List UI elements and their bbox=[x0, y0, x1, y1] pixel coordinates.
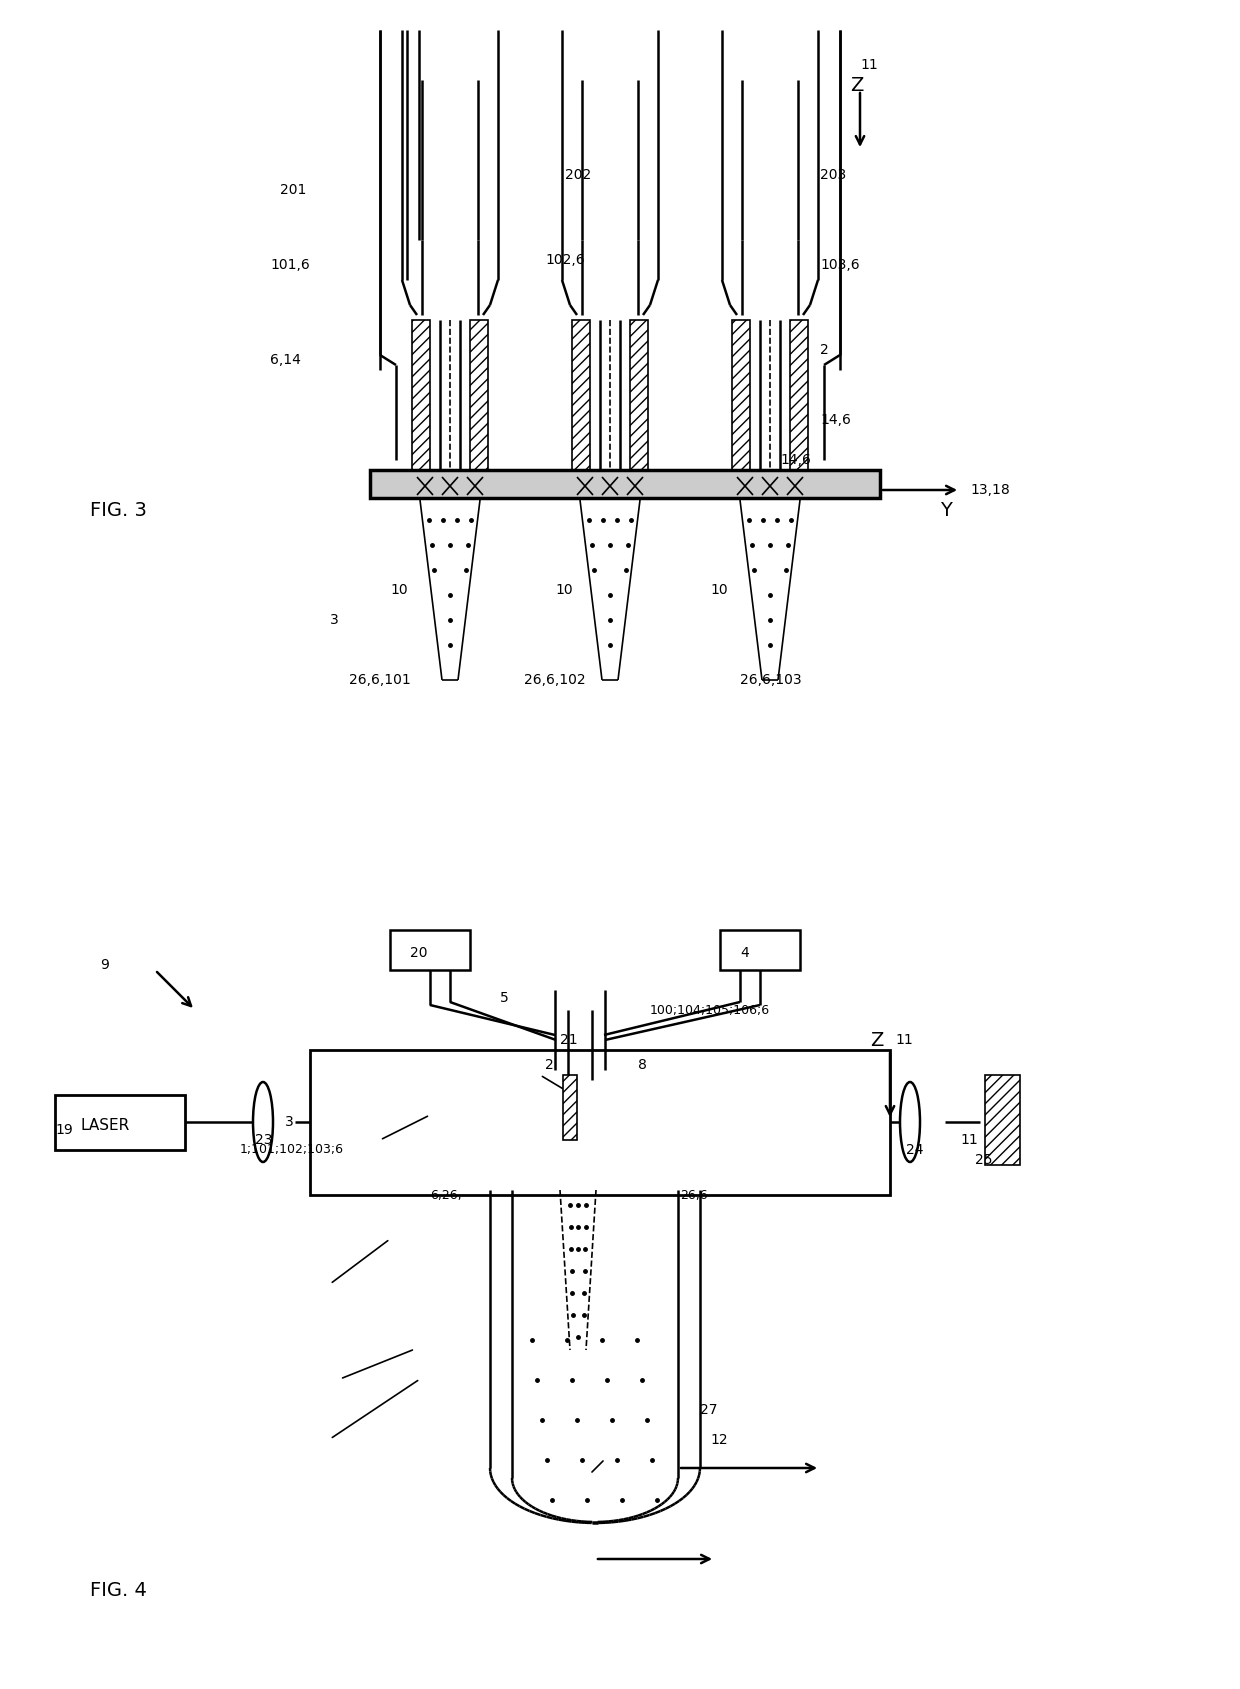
Bar bbox=[563, 1074, 577, 1140]
Text: FIG. 3: FIG. 3 bbox=[91, 500, 146, 520]
Text: 12: 12 bbox=[711, 1432, 728, 1447]
Text: 10: 10 bbox=[711, 583, 728, 596]
Text: 14,6: 14,6 bbox=[780, 453, 811, 466]
Ellipse shape bbox=[900, 1083, 920, 1162]
Text: 26,6,103: 26,6,103 bbox=[740, 672, 801, 687]
Text: 202: 202 bbox=[565, 167, 591, 182]
Text: 101,6: 101,6 bbox=[270, 258, 310, 272]
Text: FIG. 4: FIG. 4 bbox=[91, 1581, 146, 1599]
Bar bbox=[55, 1094, 185, 1150]
Text: 4: 4 bbox=[740, 946, 749, 959]
Text: 14,6: 14,6 bbox=[820, 414, 851, 427]
Ellipse shape bbox=[253, 1083, 273, 1162]
Text: 6,26,: 6,26, bbox=[430, 1189, 461, 1201]
Bar bbox=[370, 470, 880, 498]
Text: 24: 24 bbox=[906, 1143, 924, 1157]
Text: 25: 25 bbox=[975, 1154, 992, 1167]
Text: 3: 3 bbox=[285, 1115, 294, 1128]
Text: 2: 2 bbox=[546, 1057, 554, 1073]
Bar bbox=[391, 931, 470, 969]
Bar bbox=[985, 1074, 1021, 1165]
Text: 11: 11 bbox=[895, 1034, 913, 1047]
Text: 11: 11 bbox=[960, 1133, 978, 1147]
Text: Z: Z bbox=[870, 1030, 883, 1049]
Text: 21: 21 bbox=[560, 1034, 578, 1047]
Bar bbox=[732, 319, 750, 470]
Text: 203: 203 bbox=[820, 167, 846, 182]
Text: 20: 20 bbox=[410, 946, 428, 959]
Text: 26,6,101: 26,6,101 bbox=[350, 672, 410, 687]
Text: 9: 9 bbox=[100, 958, 109, 971]
Bar bbox=[720, 931, 800, 969]
Text: 26,6,102: 26,6,102 bbox=[525, 672, 585, 687]
Text: 103,6: 103,6 bbox=[820, 258, 859, 272]
Text: 3: 3 bbox=[330, 613, 339, 627]
Bar bbox=[572, 319, 590, 470]
Text: 26,6: 26,6 bbox=[680, 1189, 708, 1201]
Text: Y: Y bbox=[940, 500, 952, 520]
Bar bbox=[790, 319, 808, 470]
Bar bbox=[470, 319, 489, 470]
Text: 100;104;105;106;6: 100;104;105;106;6 bbox=[650, 1003, 770, 1017]
Text: Z: Z bbox=[849, 76, 863, 95]
Text: LASER: LASER bbox=[81, 1118, 129, 1133]
Bar bbox=[630, 319, 649, 470]
Text: 23: 23 bbox=[255, 1133, 273, 1147]
Text: 11: 11 bbox=[861, 57, 878, 73]
Bar bbox=[412, 319, 430, 470]
Text: 2: 2 bbox=[820, 343, 828, 356]
Text: 201: 201 bbox=[280, 182, 306, 198]
Text: 102,6: 102,6 bbox=[546, 253, 585, 267]
Text: 5: 5 bbox=[500, 991, 508, 1005]
Text: 1;101;102;103;6: 1;101;102;103;6 bbox=[241, 1143, 343, 1157]
Bar bbox=[310, 1051, 890, 1196]
Text: 8: 8 bbox=[639, 1057, 647, 1073]
Text: 27: 27 bbox=[701, 1404, 718, 1417]
Text: 10: 10 bbox=[391, 583, 408, 596]
Text: 19: 19 bbox=[55, 1123, 73, 1137]
Text: 10: 10 bbox=[556, 583, 573, 596]
Text: 13,18: 13,18 bbox=[970, 483, 1009, 497]
Text: 6,14: 6,14 bbox=[270, 353, 301, 367]
